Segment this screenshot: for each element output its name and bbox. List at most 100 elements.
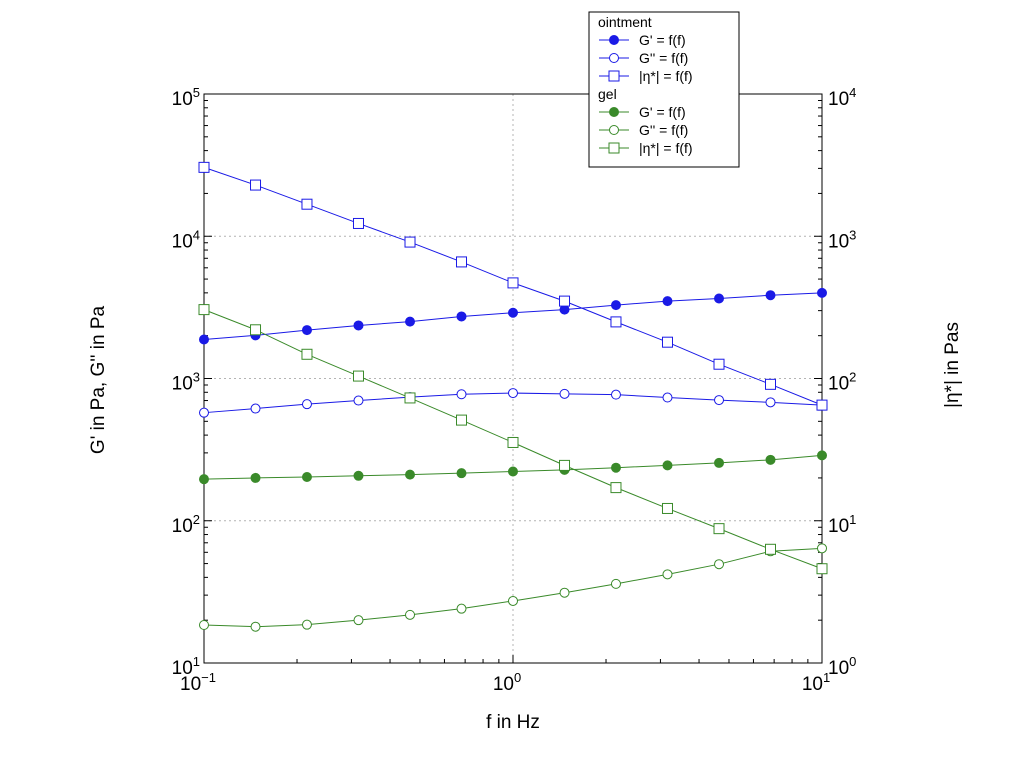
series-gel-1 — [199, 543, 827, 632]
y-right-tick-label: 103 — [828, 227, 856, 252]
y-left-tick-label-exponent: 2 — [193, 512, 200, 527]
data-point — [816, 399, 828, 411]
legend-entry-label: G' = f(f) — [639, 32, 686, 48]
data-point — [765, 290, 776, 301]
data-point — [250, 621, 261, 632]
data-point — [662, 296, 673, 307]
data-point — [610, 462, 621, 473]
legend-entry-label: |η*| = f(f) — [639, 68, 693, 84]
data-point — [508, 466, 518, 477]
data-point — [301, 325, 312, 336]
data-point — [353, 615, 364, 626]
data-point — [352, 217, 364, 229]
data-point — [199, 407, 209, 418]
legend: ointment G' = f(f) G'' = f(f) |η*| = f(f) ge… — [588, 11, 740, 168]
y-left-tick-label: 105 — [172, 85, 200, 110]
data-point — [610, 389, 621, 400]
data-point — [198, 304, 210, 316]
data-point — [301, 198, 313, 210]
data-point — [765, 397, 776, 408]
y-right-tick-label-exponent: 0 — [849, 654, 856, 669]
data-point — [765, 454, 776, 465]
legend-entry-label: G'' = f(f) — [639, 50, 688, 66]
data-point — [250, 472, 261, 483]
y-axis-right-title: |η*| in Pas — [942, 322, 963, 408]
y-right-tick-label-base: 10 — [828, 231, 849, 252]
data-point — [250, 179, 262, 191]
data-point — [765, 543, 777, 555]
data-point — [713, 358, 725, 370]
series-ointment-0 — [199, 287, 827, 345]
y-right-tick-label-base: 10 — [828, 374, 849, 395]
data-point — [456, 311, 467, 322]
data-point — [662, 460, 673, 471]
data-point — [508, 307, 518, 318]
y-left-tick-label-base: 10 — [172, 658, 193, 679]
data-point — [559, 459, 571, 471]
y-right-tick-label: 102 — [828, 370, 856, 395]
legend-entry-label: |η*| = f(f) — [639, 140, 693, 156]
legend-entry-label: G'' = f(f) — [639, 122, 688, 138]
y-left-tick-label-exponent: 4 — [193, 227, 200, 242]
data-point — [301, 348, 313, 360]
data-point — [817, 450, 827, 461]
x-tick-label-base: 10 — [493, 674, 514, 695]
data-point — [507, 277, 519, 289]
data-point — [456, 468, 467, 479]
legend-group-title: ointment — [598, 14, 652, 30]
data-point — [661, 336, 673, 348]
data-point — [662, 392, 673, 403]
grid-lines — [204, 94, 822, 663]
y-left-tick-label-base: 10 — [172, 374, 193, 395]
data-point — [250, 403, 261, 414]
series-gel-2 — [198, 304, 828, 575]
x-tick-label-exponent: −1 — [201, 670, 216, 685]
data-point — [714, 559, 725, 570]
y-right-tick-label-exponent: 4 — [849, 85, 856, 100]
data-point — [816, 563, 828, 575]
data-point — [353, 320, 364, 331]
data-point — [559, 587, 570, 598]
data-point — [404, 392, 416, 404]
data-point — [765, 378, 777, 390]
y-left-tick-label-exponent: 1 — [193, 654, 200, 669]
data-point — [508, 595, 518, 606]
data-point — [508, 388, 518, 399]
y-right-tick-label: 104 — [828, 85, 856, 110]
data-point — [610, 316, 622, 328]
legend-entry-label: G' = f(f) — [639, 104, 686, 120]
y-left-tick-label: 101 — [172, 654, 200, 679]
y-left-tick-label: 103 — [172, 370, 200, 395]
legend-swatch-marker — [608, 70, 620, 82]
data-point — [610, 300, 621, 311]
y-axis-left-title: G' in Pa, G'' in Pa — [88, 305, 109, 454]
data-point — [456, 256, 468, 268]
data-point — [198, 161, 210, 173]
data-point — [405, 469, 416, 480]
data-point — [353, 470, 364, 481]
x-tick-label-base: 10 — [802, 674, 823, 695]
x-tick-label-exponent: 0 — [514, 670, 521, 685]
data-point — [714, 395, 725, 406]
data-point — [405, 316, 416, 327]
data-point — [713, 523, 725, 535]
data-point — [817, 287, 827, 298]
y-left-tick-label: 104 — [172, 227, 200, 252]
y-right-tick-label: 101 — [828, 512, 856, 537]
data-point — [714, 293, 725, 304]
data-point — [199, 619, 209, 630]
y-right-tick-label-exponent: 2 — [849, 370, 856, 385]
y-right-tick-label: 100 — [828, 654, 856, 679]
x-tick-label: 100 — [493, 670, 521, 695]
legend-swatch-marker — [608, 142, 620, 154]
y-left-tick-label-base: 10 — [172, 89, 193, 110]
data-point — [405, 609, 416, 620]
y-left-tick-label-base: 10 — [172, 231, 193, 252]
data-point — [301, 399, 312, 410]
data-point — [661, 502, 673, 514]
x-axis-title: f in Hz — [486, 712, 540, 733]
series-ointment-2 — [198, 161, 828, 411]
data-point — [559, 295, 571, 307]
y-left-tick-label-exponent: 3 — [193, 370, 200, 385]
